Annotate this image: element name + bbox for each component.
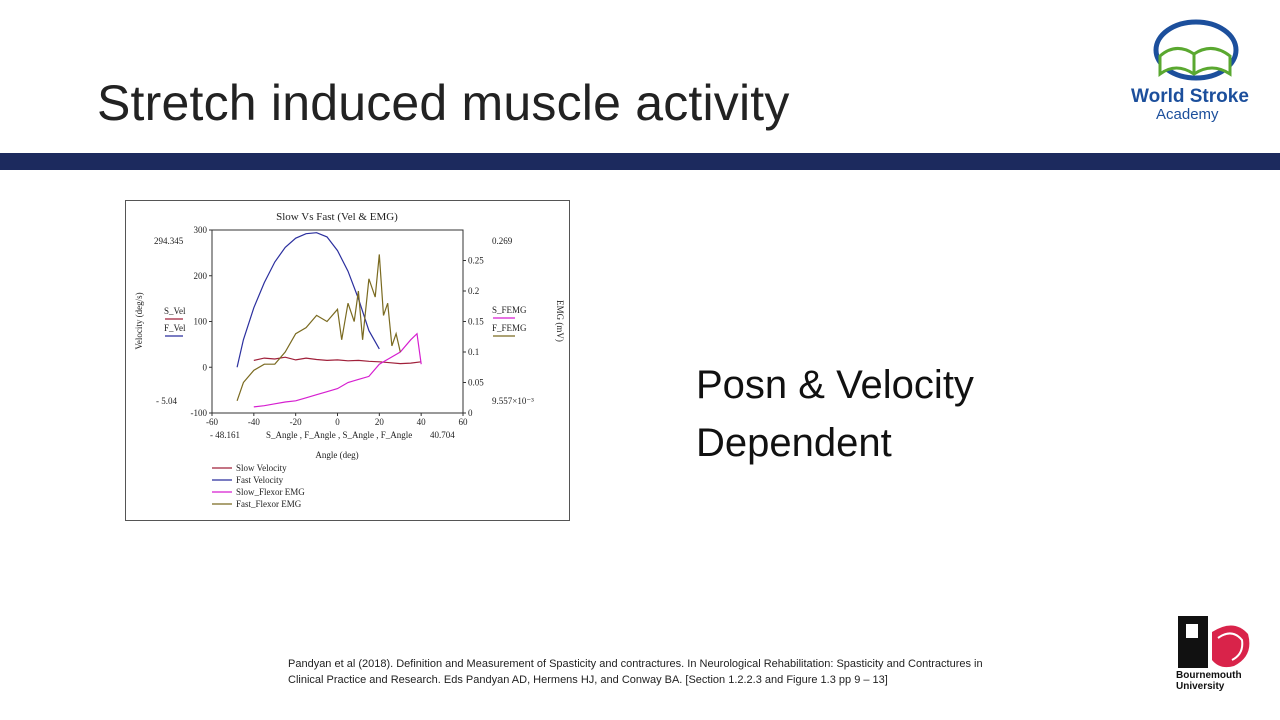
emg-velocity-chart: Slow Vs Fast (Vel & EMG) 294.345 - 5.04 … [134, 211, 565, 509]
y-tick-label: 100 [194, 317, 208, 327]
series-line-slow-velocity [253, 356, 422, 365]
legend-label: Slow Velocity [236, 463, 287, 473]
x-tick-label: -20 [290, 417, 302, 427]
y-min-annotation: - 5.04 [156, 396, 177, 406]
x-axis-label: Angle (deg) [315, 450, 358, 460]
bournemouth-university-logo [1178, 616, 1250, 668]
chart-figure: Slow Vs Fast (Vel & EMG) 294.345 - 5.04 … [125, 200, 570, 521]
series-line-fast-velocity [236, 232, 380, 368]
chart-title: Slow Vs Fast (Vel & EMG) [276, 211, 398, 223]
x-tick-label: -40 [248, 417, 260, 427]
x-max-annotation: 40.704 [430, 430, 455, 440]
bu-logo-line2: University [1176, 681, 1225, 692]
right-var1-label: S_FEMG [492, 305, 527, 315]
y-tick-label: 0 [203, 362, 208, 372]
side-statement-line2: Dependent [696, 421, 892, 465]
series-group [236, 232, 422, 408]
x-tick-label: 20 [375, 417, 385, 427]
world-stroke-academy-logo [1153, 19, 1239, 81]
y2-tick-label: 0.2 [468, 286, 479, 296]
side-statement: Posn & Velocity Dependent [696, 356, 974, 472]
right-var2-label: F_FEMG [492, 323, 527, 333]
y2-tick-label: 0.1 [468, 347, 479, 357]
citation-text: Pandyan et al (2018). Definition and Mea… [288, 658, 983, 686]
x-min-annotation: - 48.161 [210, 430, 240, 440]
y2-axis-label: EMG (mV) [555, 300, 565, 342]
y2-tick-label: 0.05 [468, 378, 484, 388]
slide-title: Stretch induced muscle activity [97, 75, 790, 131]
series-line-slow-flexor-emg [253, 332, 422, 408]
title-divider-bar [0, 153, 1280, 170]
left-var2-label: F_Vel [164, 323, 186, 333]
y2-max-annotation: 0.269 [492, 236, 513, 246]
y-max-annotation: 294.345 [154, 236, 184, 246]
y2-tick-label: 0 [468, 408, 473, 418]
legend-label: Slow_Flexor EMG [236, 487, 305, 497]
bu-logo-text: Bournemouth University [1176, 670, 1242, 692]
wsa-logo-line1: World Stroke [1131, 86, 1249, 107]
side-statement-line1: Posn & Velocity [696, 363, 974, 407]
x-var-label: S_Angle , F_Angle , S_Angle , F_Angle [266, 430, 412, 440]
y-tick-label: 300 [194, 225, 208, 235]
y-tick-label: -100 [191, 408, 208, 418]
legend-label: Fast Velocity [236, 475, 284, 485]
y-axis-label: Velocity (deg/s) [134, 292, 144, 349]
x-tick-label: -60 [206, 417, 218, 427]
x-tick-label: 0 [335, 417, 340, 427]
x-tick-label: 40 [417, 417, 427, 427]
bu-logo-line1: Bournemouth [1176, 670, 1242, 681]
series-line-fast-flexor-emg [236, 254, 401, 401]
wsa-logo-line2: Academy [1156, 106, 1219, 123]
y2-tick-label: 0.25 [468, 256, 484, 266]
y2-tick-label: 0.15 [468, 317, 484, 327]
x-tick-label: 60 [459, 417, 469, 427]
y-tick-label: 200 [194, 271, 208, 281]
chart-legend: Slow Velocity Fast Velocity Slow_Flexor EM… [212, 463, 305, 509]
y2-min-annotation: 9.557×10⁻³ [492, 396, 534, 406]
left-var1-label: S_Vel [164, 306, 186, 316]
legend-label: Fast_Flexor EMG [236, 499, 302, 509]
axis-ticks: -60 -40 -20 0 20 40 60 -100 0 100 200 300 0 0.05 0.1 0.… [191, 225, 485, 427]
